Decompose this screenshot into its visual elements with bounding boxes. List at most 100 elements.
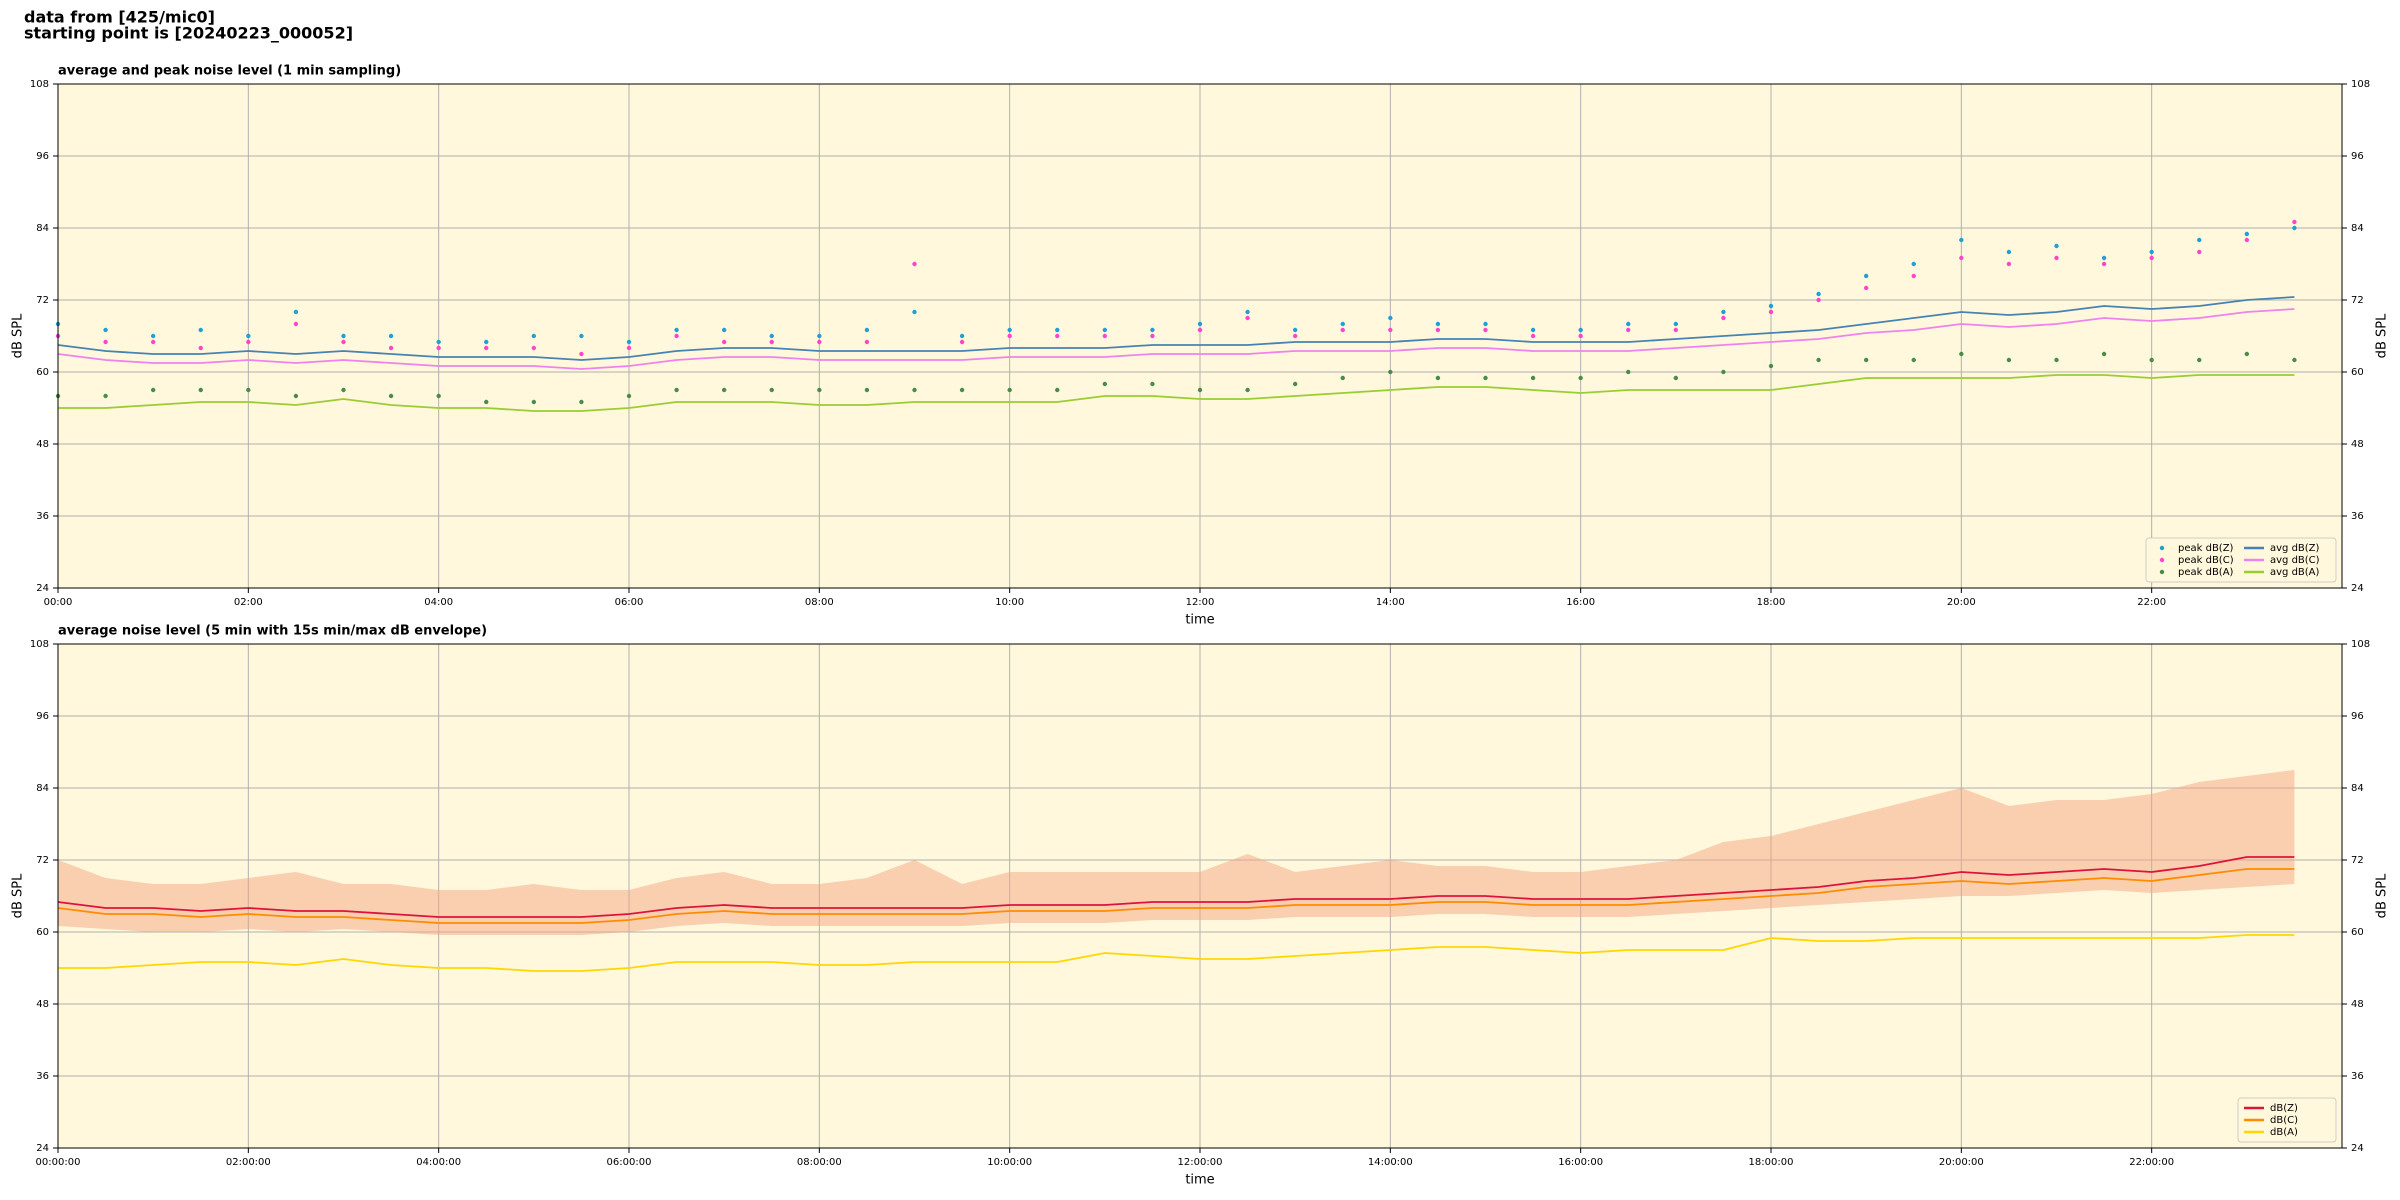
x-tick-label: 02:00:00 [226, 1157, 271, 1168]
peak-point [2197, 237, 2202, 243]
peak-point [1816, 291, 1821, 297]
peak-point [1007, 387, 1012, 393]
legend-label: dB(Z) [2270, 1103, 2298, 1114]
peak-point [1150, 327, 1155, 333]
peak-point [388, 345, 394, 351]
peak-point [150, 333, 156, 339]
peak-point [1007, 333, 1012, 339]
peak-point [864, 327, 870, 333]
peak-point [626, 393, 632, 399]
peak-point [579, 333, 584, 339]
y-tick-label: 36 [36, 1071, 49, 1082]
peak-point [1578, 333, 1583, 339]
peak-point [1768, 309, 1774, 315]
legend-label: avg dB(Z) [2270, 543, 2320, 554]
x-axis-label: time [1185, 613, 1214, 628]
peak-point [1626, 321, 1631, 327]
peak-point [2101, 261, 2107, 267]
x-tick-label: 16:00 [1566, 597, 1595, 608]
peak-point [1673, 375, 1679, 381]
chart-title: average and peak noise level (1 min samp… [58, 64, 401, 79]
y-tick-label: 48 [2351, 439, 2364, 450]
peak-point [1340, 375, 1345, 381]
y-tick-label: 72 [2351, 855, 2364, 866]
peak-point [579, 399, 584, 405]
peak-point [1768, 303, 1774, 309]
y-tick-label: 84 [2351, 223, 2364, 234]
legend-label: dB(C) [2270, 1115, 2298, 1126]
peak-point [1911, 357, 1916, 363]
legend-label: dB(A) [2270, 1127, 2298, 1138]
legend-label: peak dB(A) [2178, 567, 2234, 578]
x-tick-label: 08:00 [805, 597, 834, 608]
peak-point [293, 309, 299, 315]
peak-point [341, 333, 346, 339]
peak-point [864, 387, 870, 393]
peak-point [531, 345, 537, 351]
y-tick-label: 72 [36, 295, 49, 306]
peak-point [1055, 387, 1060, 393]
peak-point [817, 387, 822, 393]
peak-point [436, 345, 441, 351]
peak-point [1055, 327, 1060, 333]
peak-point [674, 387, 679, 393]
legend-box [2145, 537, 2337, 583]
x-tick-label: 22:00:00 [2129, 1157, 2174, 1168]
peak-point [1292, 333, 1298, 339]
peak-point [1721, 315, 1726, 321]
y-tick-label: 108 [30, 79, 49, 90]
peak-point [2006, 261, 2012, 267]
peak-point [1435, 375, 1441, 381]
peak-point [198, 327, 203, 333]
peak-point [817, 333, 822, 339]
peak-point [1816, 297, 1821, 303]
peak-point [959, 387, 965, 393]
y-tick-label: 108 [30, 639, 49, 650]
peak-point [2006, 357, 2012, 363]
x-tick-label: 12:00:00 [1178, 1157, 1223, 1168]
peak-point [1626, 369, 1631, 375]
peak-point [484, 345, 489, 351]
peak-point [1102, 381, 1108, 387]
peak-point [1959, 351, 1964, 357]
y-tick-label: 24 [36, 583, 49, 594]
peak-point [2292, 357, 2297, 363]
peak-point [864, 339, 870, 345]
peak-point [1435, 327, 1441, 333]
y-tick-label: 96 [2351, 151, 2364, 162]
peak-point [1530, 333, 1536, 339]
y-axis-label: dB SPL [2375, 313, 2390, 358]
series-line [57, 868, 2295, 924]
peak-point [1959, 255, 1964, 261]
peak-point [1721, 369, 1726, 375]
y-tick-label: 60 [36, 367, 49, 378]
peak-point [341, 387, 346, 393]
peak-point [1388, 315, 1393, 321]
y-tick-label: 24 [2351, 583, 2364, 594]
peak-point [1102, 327, 1108, 333]
y-tick-label: 84 [36, 783, 49, 794]
peak-point [1292, 381, 1298, 387]
peak-point [103, 393, 108, 399]
y-tick-label: 36 [2351, 1071, 2364, 1082]
y-axis-label: dB SPL [11, 873, 26, 918]
peak-point [1578, 375, 1583, 381]
peak-point [2054, 243, 2059, 249]
peak-point [388, 333, 394, 339]
peak-point [103, 339, 108, 345]
peak-point [1911, 261, 1916, 267]
legend-label: avg dB(A) [2270, 567, 2320, 578]
peak-point [1483, 327, 1488, 333]
x-tick-label: 18:00 [1757, 597, 1786, 608]
x-tick-label: 06:00:00 [607, 1157, 652, 1168]
legend-marker [2159, 557, 2165, 563]
legend-marker [2159, 545, 2165, 551]
peak-point [1197, 387, 1203, 393]
y-tick-label: 48 [36, 439, 49, 450]
peak-point [1721, 309, 1726, 315]
peak-point [1055, 333, 1060, 339]
peak-point [2149, 255, 2154, 261]
y-tick-label: 36 [36, 511, 49, 522]
peak-point [1245, 315, 1250, 321]
peak-point [2054, 255, 2059, 261]
